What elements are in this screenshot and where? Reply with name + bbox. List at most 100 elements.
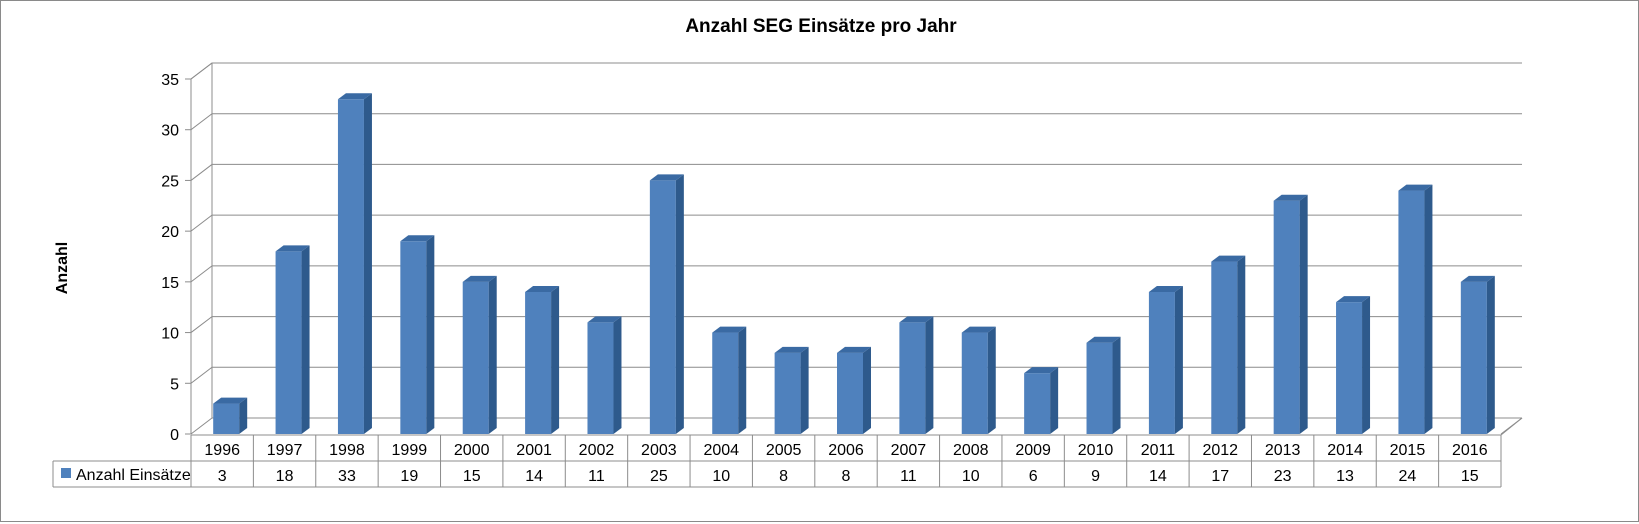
y-tick-label: 30	[161, 123, 179, 140]
bar	[525, 286, 560, 434]
bar	[1460, 275, 1495, 434]
x-tick-label: 1998	[329, 442, 365, 459]
y-tick-label: 25	[161, 173, 179, 190]
y-tick-label: 10	[161, 326, 179, 343]
bar-top	[712, 326, 747, 333]
data-label: 17	[1211, 468, 1229, 485]
gridline	[190, 62, 1522, 80]
bar-side	[987, 326, 996, 434]
gridline	[190, 265, 1522, 283]
chart-title: Anzahl SEG Einsätze pro Jahr	[685, 16, 957, 37]
bar	[649, 174, 684, 434]
bar-side	[1299, 194, 1308, 434]
bar-top	[213, 397, 248, 404]
x-tick-label: 1996	[204, 442, 240, 459]
bar	[1024, 367, 1059, 434]
bar-top	[275, 245, 310, 252]
data-label: 19	[400, 468, 418, 485]
bar	[899, 316, 934, 434]
bar-side	[613, 316, 622, 434]
bar-side	[800, 346, 809, 434]
gridline	[190, 214, 1522, 232]
bar-side	[1237, 255, 1246, 434]
bar-side	[301, 245, 310, 434]
x-tick-label: 1997	[267, 442, 303, 459]
bar-top	[587, 316, 622, 323]
x-tick-label: 2007	[891, 442, 927, 459]
bar-top	[1273, 194, 1308, 201]
data-label: 10	[962, 468, 980, 485]
bar-side	[675, 174, 684, 434]
x-tick-label: 2006	[828, 442, 864, 459]
bar-side	[426, 235, 435, 434]
bar-side	[1174, 286, 1183, 434]
x-tick-label: 2005	[766, 442, 802, 459]
bar-front	[837, 352, 863, 434]
bar	[587, 316, 622, 434]
bar	[1398, 184, 1433, 434]
bar-top	[1336, 296, 1371, 303]
bar	[1211, 255, 1246, 434]
y-tick-label: 0	[170, 427, 179, 444]
bar-side	[738, 326, 747, 434]
data-label: 23	[1274, 468, 1292, 485]
bar-side	[363, 93, 372, 435]
bar-top	[337, 93, 372, 100]
bar-side	[1362, 296, 1371, 434]
table-corner-edge	[1500, 417, 1523, 436]
gridline	[190, 366, 1522, 384]
bar-front	[525, 292, 552, 434]
x-tick-label: 1999	[392, 442, 428, 459]
bar	[712, 326, 747, 434]
bar	[774, 346, 809, 434]
data-label: 8	[779, 468, 788, 485]
left-wall-edge	[190, 62, 213, 434]
bar-front	[275, 251, 302, 434]
bar-top	[899, 316, 934, 323]
bar-side	[1050, 367, 1059, 434]
x-tick-label: 2013	[1265, 442, 1301, 459]
y-tick-label: 35	[161, 72, 179, 89]
data-label: 18	[276, 468, 294, 485]
bar-side	[488, 275, 497, 434]
bar	[1086, 336, 1121, 434]
data-label: 3	[218, 468, 227, 485]
x-tick-label: 2009	[1015, 442, 1051, 459]
bar-side	[1424, 184, 1433, 434]
gridlines	[185, 62, 1522, 435]
x-tick-label: 2012	[1202, 442, 1238, 459]
bar-top	[1148, 286, 1183, 292]
bar-top	[774, 346, 809, 353]
x-tick-label: 2001	[516, 442, 552, 459]
bar-top	[1460, 275, 1495, 282]
data-label: 6	[1029, 468, 1038, 485]
x-tick-label: 2014	[1327, 442, 1363, 459]
data-label: 24	[1399, 468, 1417, 485]
y-axis-title: Anzahl	[54, 242, 71, 294]
data-label: 15	[1461, 468, 1479, 485]
bar-front	[1273, 200, 1300, 434]
gridline	[190, 417, 1522, 435]
bar-top	[649, 174, 684, 181]
bar-front	[1398, 190, 1425, 434]
bar-top	[1211, 255, 1246, 262]
bar-side	[239, 397, 248, 434]
y-axis-ticks: 0 5 10 15 20 25 30 35	[161, 72, 179, 444]
bar-top	[1086, 336, 1121, 343]
x-tick-label: 2015	[1390, 442, 1426, 459]
bar	[462, 275, 497, 434]
bar-front	[1211, 261, 1238, 434]
bar-top	[961, 326, 996, 333]
bar-front	[899, 322, 926, 434]
bar	[400, 235, 435, 434]
bar-series	[213, 93, 1495, 435]
bar-front	[337, 99, 364, 435]
x-tick-label: 2011	[1141, 442, 1176, 459]
gridline	[190, 163, 1522, 181]
bar	[1273, 194, 1308, 434]
x-tick-label: 2004	[703, 442, 739, 459]
x-tick-label: 2008	[953, 442, 989, 459]
bar-front	[1460, 281, 1487, 434]
bar-front	[462, 281, 489, 434]
